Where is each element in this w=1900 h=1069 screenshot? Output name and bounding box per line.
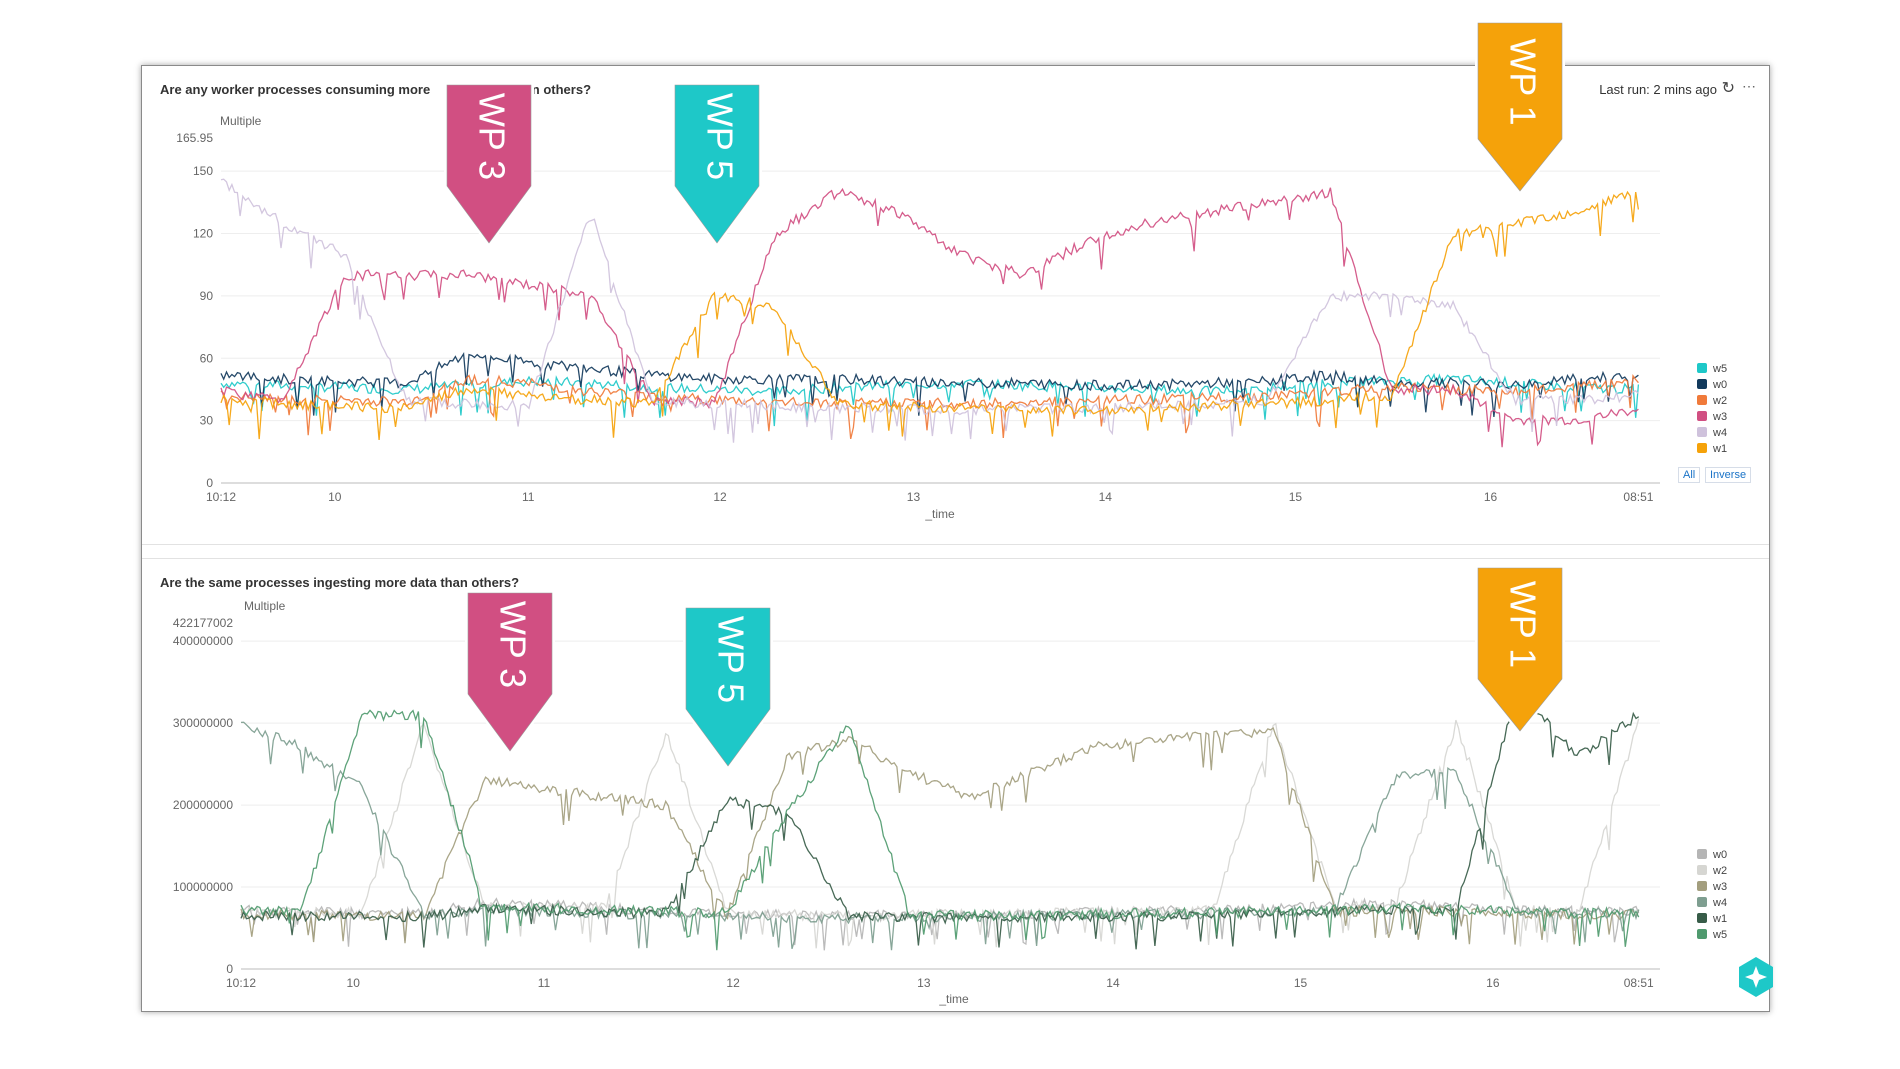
callout-wp-1: WP 1 (1475, 20, 1565, 195)
legend-all-button[interactable]: All (1678, 467, 1701, 483)
x-tick-label: 10 (347, 976, 361, 990)
more-icon[interactable]: ⋯ (1742, 78, 1757, 94)
x-tick-label: 08:51 (1623, 490, 1653, 504)
legend-label: w5 (1712, 363, 1727, 375)
legend-inverse-button[interactable]: Inverse (1705, 467, 1752, 483)
x-tick-label: 11 (522, 490, 535, 504)
x-tick-label: 12 (713, 490, 727, 504)
legend-swatch (1697, 395, 1707, 405)
y-tick-label: 100000000 (173, 880, 233, 894)
series-line-w1 (240, 686, 1640, 950)
callout-shape (674, 84, 760, 244)
y-tick-label: 400000000 (173, 634, 233, 648)
series-line-w2 (220, 373, 1639, 440)
legend-swatch (1697, 427, 1707, 437)
y-tick-label: 0 (226, 962, 233, 976)
y-tick-label: 300000000 (173, 716, 233, 730)
x-tick-label: 13 (907, 490, 921, 504)
x-tick-label: 13 (917, 976, 931, 990)
y-tick-label: 165.95 (176, 131, 213, 145)
legend-swatch (1697, 865, 1707, 875)
y-tick-label: 60 (200, 351, 214, 365)
series-line-w3 (240, 726, 1640, 945)
legend-label: w4 (1712, 897, 1727, 909)
callout-wp-5: WP 5 (672, 82, 762, 247)
assistant-button[interactable] (1735, 956, 1777, 998)
x-tick-label: 10:12 (226, 976, 256, 990)
legend-swatch (1697, 363, 1707, 373)
series-line-w0 (240, 897, 1640, 951)
legend-label: w2 (1712, 865, 1727, 877)
legend-label: w1 (1712, 913, 1727, 925)
panel-worker-processes: Are any worker processes consuming more e… (142, 66, 1769, 545)
callout-shape (446, 84, 532, 244)
callout-shape (685, 607, 771, 767)
legend-swatch (1697, 881, 1707, 891)
x-tick-label: 08:51 (1624, 976, 1654, 990)
refresh-icon[interactable]: ↻ (1721, 80, 1735, 97)
chart-1: 0 30 60 90 120 150 165.95 10:12 10 11 12 13 14 15 16 08… (176, 114, 1727, 521)
y-tick-label: 30 (200, 414, 214, 428)
x-tick-label: 15 (1289, 490, 1303, 504)
legend-swatch (1697, 379, 1707, 389)
legend-swatch (1697, 929, 1707, 939)
callout-label: WP 5 (710, 616, 751, 703)
callout-wp-1: WP 1 (1475, 565, 1565, 735)
x-axis-label: _time (938, 992, 969, 1006)
series-line-w5 (240, 709, 1640, 951)
panel-title: Are the same processes ingesting more da… (160, 575, 520, 590)
sparkle-icon (1739, 957, 1773, 997)
y-tick-label: 90 (200, 289, 214, 303)
dashboard-frame: Are any worker processes consuming more e… (141, 65, 1770, 1012)
callout-wp-3: WP 3 (444, 82, 534, 247)
callout-label: WP 3 (471, 93, 512, 180)
series-line-w0 (220, 351, 1639, 417)
series-line-w4 (220, 178, 1639, 443)
callout-shape (467, 592, 553, 752)
legend-swatch (1697, 897, 1707, 907)
y-tick-label: 422177002 (173, 616, 233, 630)
y-axis-label: Multiple (220, 114, 262, 128)
y-tick-label: 200000000 (173, 798, 233, 812)
legend-swatch (1697, 849, 1707, 859)
legend-label: w0 (1712, 849, 1727, 861)
x-axis-label: _time (924, 507, 955, 521)
x-tick-label: 15 (1294, 976, 1308, 990)
callout-wp-5: WP 5 (683, 605, 773, 770)
callout-shape (1477, 567, 1563, 732)
legend-label: w4 (1712, 427, 1727, 439)
y-axis-label: Multiple (244, 599, 286, 613)
x-tick-label: 10 (328, 490, 342, 504)
x-tick-label: 10:12 (206, 490, 236, 504)
legend-swatch (1697, 411, 1707, 421)
legend-label: w3 (1712, 881, 1727, 893)
x-tick-label: 11 (538, 976, 551, 990)
y-tick-label: 120 (193, 227, 213, 241)
x-tick-label: 12 (726, 976, 740, 990)
series-line-w1 (220, 190, 1640, 440)
x-tick-label: 14 (1099, 490, 1113, 504)
x-tick-label: 16 (1484, 490, 1498, 504)
callout-label: WP 5 (699, 93, 740, 180)
callout-wp-3: WP 3 (465, 590, 555, 755)
legend-swatch (1697, 443, 1707, 453)
legend-label: w2 (1712, 395, 1727, 407)
y-tick-label: 150 (193, 164, 213, 178)
legend-swatch (1697, 913, 1707, 923)
x-tick-label: 14 (1106, 976, 1120, 990)
series-line-w3 (220, 187, 1639, 448)
legend-label: w1 (1712, 443, 1727, 455)
legend-label: w3 (1712, 411, 1727, 423)
x-tick-label: 16 (1486, 976, 1500, 990)
last-run-label: Last run: 2 mins ago (1599, 82, 1717, 97)
panel-ingest: Are the same processes ingesting more da… (142, 558, 1769, 1011)
callout-label: WP 1 (1502, 38, 1543, 125)
callout-label: WP 1 (1502, 581, 1543, 668)
y-tick-label: 0 (206, 476, 213, 490)
legend-label: w0 (1712, 379, 1727, 391)
callout-label: WP 3 (492, 601, 533, 688)
callout-shape (1477, 22, 1563, 192)
legend-label: w5 (1712, 929, 1727, 941)
